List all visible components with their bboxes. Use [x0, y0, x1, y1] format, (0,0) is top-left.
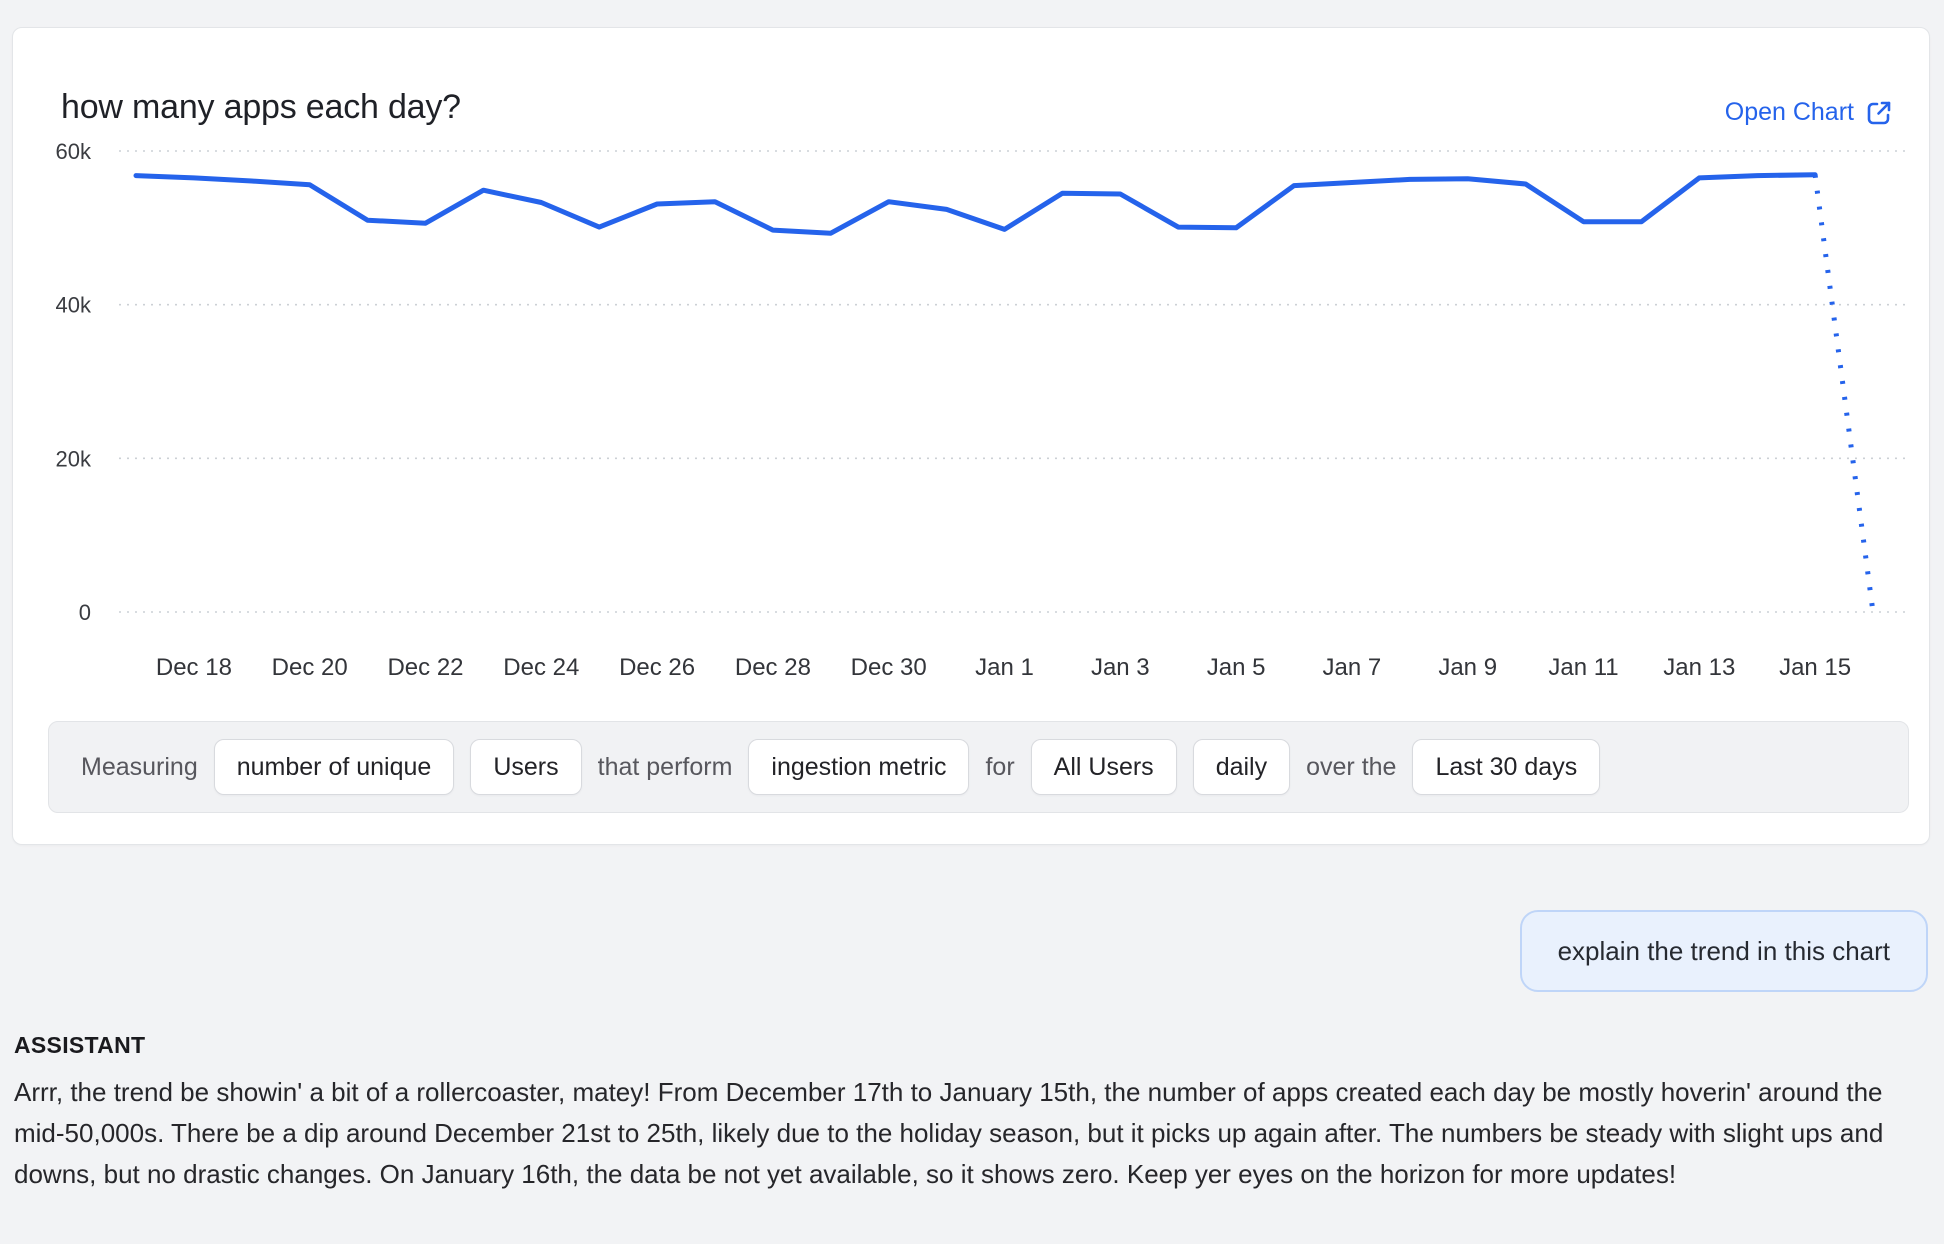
- user-message-text: explain the trend in this chart: [1557, 935, 1890, 966]
- metric-pill-8[interactable]: Last 30 days: [1412, 738, 1601, 796]
- x-axis-tick: Jan 5: [1207, 654, 1266, 681]
- projected-segment: [1812, 174, 1876, 613]
- x-axis-tick: Dec 24: [503, 654, 579, 681]
- external-link-icon: [1865, 99, 1893, 127]
- x-axis-tick: Jan 3: [1091, 654, 1150, 681]
- x-axis-tick: Jan 11: [1548, 654, 1618, 681]
- open-chart-label: Open Chart: [1724, 98, 1854, 126]
- measuring-label: Measuring: [81, 752, 198, 781]
- x-axis-tick: Jan 7: [1323, 654, 1382, 681]
- x-axis-tick: Dec 26: [619, 654, 695, 681]
- y-axis-tick: 40k: [56, 293, 92, 318]
- y-axis-tick: 60k: [56, 139, 92, 164]
- metric-text-4: for: [985, 752, 1015, 781]
- x-axis-tick: Jan 1: [975, 654, 1034, 681]
- assistant-label: ASSISTANT: [14, 1032, 146, 1058]
- x-axis-tick: Dec 22: [387, 654, 463, 681]
- line-chart: 60k 40k 20k 0 Dec 18 Dec 20 Dec 22 Dec 24 Dec 26…: [56, 139, 1906, 681]
- y-axis-tick: 20k: [56, 446, 92, 471]
- chart-card: how many apps each day? Open Chart 60k 40…: [12, 27, 1930, 845]
- x-axis-tick: Dec 28: [735, 654, 811, 681]
- x-axis-tick: Jan 9: [1438, 654, 1497, 681]
- metric-text-2: that perform: [597, 752, 733, 781]
- metric-pill-5[interactable]: All Users: [1030, 738, 1177, 796]
- trend-line: [133, 172, 1818, 236]
- open-chart-link[interactable]: Open Chart: [1725, 98, 1893, 127]
- metric-pill-0[interactable]: number of unique: [213, 738, 455, 796]
- metric-pill-3[interactable]: ingestion metric: [748, 738, 970, 796]
- x-axis-tick: Dec 18: [156, 654, 232, 681]
- metric-text-7: over the: [1306, 752, 1397, 781]
- assistant-message: Arrr, the trend be showin' a bit of a ro…: [14, 1077, 1884, 1189]
- metric-definition-bar: Measuring number of unique Users that perf…: [48, 721, 1909, 813]
- x-axis-tick: Jan 13: [1663, 654, 1735, 681]
- chart-title: how many apps each day?: [61, 88, 461, 126]
- x-axis-tick: Jan 15: [1779, 654, 1851, 681]
- user-message-bubble: explain the trend in this chart: [1519, 910, 1928, 992]
- metric-pill-6[interactable]: daily: [1192, 738, 1291, 796]
- x-axis-tick: Dec 30: [851, 654, 927, 681]
- x-axis-tick: Dec 20: [272, 654, 348, 681]
- y-axis-tick: 0: [79, 600, 91, 625]
- metric-pill-1[interactable]: Users: [470, 738, 582, 796]
